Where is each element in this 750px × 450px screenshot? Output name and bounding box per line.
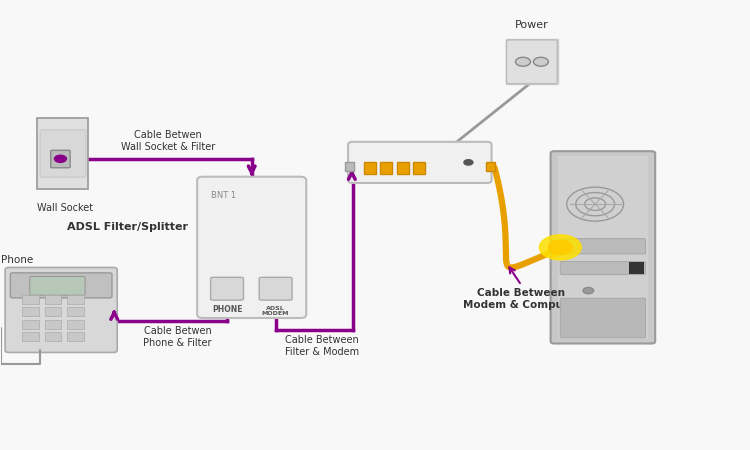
Bar — [380, 162, 392, 174]
FancyBboxPatch shape — [560, 238, 646, 254]
FancyBboxPatch shape — [51, 150, 70, 168]
Text: Phone: Phone — [2, 255, 34, 265]
FancyBboxPatch shape — [348, 142, 491, 183]
Circle shape — [583, 288, 593, 294]
Bar — [485, 162, 494, 171]
Bar — [413, 162, 425, 174]
Text: BNT 1: BNT 1 — [211, 191, 236, 200]
FancyBboxPatch shape — [40, 130, 86, 177]
Bar — [45, 320, 62, 329]
Bar — [506, 40, 558, 84]
Circle shape — [548, 240, 572, 255]
Bar — [22, 333, 39, 341]
Bar — [45, 333, 62, 341]
FancyBboxPatch shape — [197, 177, 306, 318]
Circle shape — [533, 57, 548, 66]
Bar — [629, 262, 644, 274]
Text: ADSL
MODEM: ADSL MODEM — [262, 306, 290, 316]
Bar — [22, 320, 39, 329]
Circle shape — [539, 235, 581, 260]
Bar — [68, 333, 83, 341]
Bar — [22, 307, 39, 316]
Text: Wall Socket: Wall Socket — [38, 202, 94, 213]
FancyBboxPatch shape — [30, 276, 85, 295]
Circle shape — [464, 160, 473, 165]
Bar — [38, 117, 88, 189]
Bar — [364, 162, 376, 174]
FancyBboxPatch shape — [560, 298, 646, 338]
FancyBboxPatch shape — [560, 261, 646, 274]
FancyBboxPatch shape — [5, 267, 117, 352]
Circle shape — [55, 155, 67, 162]
Text: Cable Between
Filter & Modem: Cable Between Filter & Modem — [284, 334, 358, 357]
Bar — [68, 307, 83, 316]
Bar — [397, 162, 409, 174]
Bar — [68, 295, 83, 304]
Bar — [45, 295, 62, 304]
FancyBboxPatch shape — [211, 277, 244, 300]
Text: Power: Power — [515, 20, 549, 31]
FancyBboxPatch shape — [506, 40, 557, 84]
Text: Cable Between
Modem & Computer: Cable Between Modem & Computer — [463, 288, 580, 310]
Bar — [22, 295, 39, 304]
Bar — [68, 320, 83, 329]
Bar — [345, 162, 354, 171]
Text: PHONE: PHONE — [211, 306, 242, 315]
Text: Cable Betwen
Wall Socket & Filter: Cable Betwen Wall Socket & Filter — [121, 130, 214, 152]
Bar — [45, 307, 62, 316]
FancyBboxPatch shape — [550, 151, 656, 343]
Text: Cable Betwen
Phone & Filter: Cable Betwen Phone & Filter — [143, 326, 212, 348]
Bar — [558, 156, 648, 339]
FancyBboxPatch shape — [260, 277, 292, 300]
Circle shape — [515, 57, 530, 66]
Text: ADSL Filter/Splitter: ADSL Filter/Splitter — [68, 222, 188, 232]
FancyBboxPatch shape — [10, 273, 112, 298]
